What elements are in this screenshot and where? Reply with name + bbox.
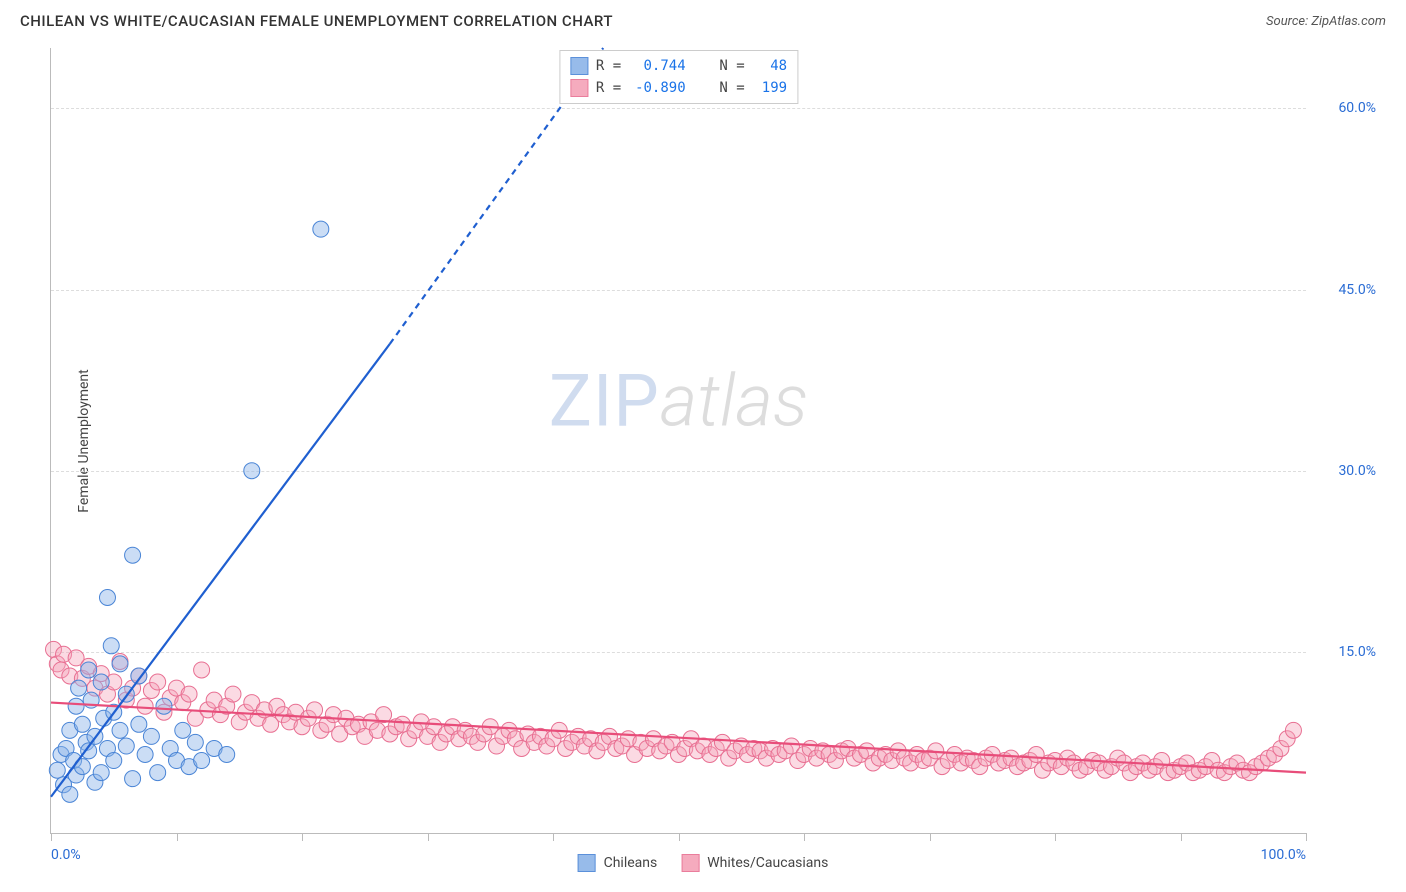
scatter-point <box>118 738 134 754</box>
scatter-point <box>181 686 197 702</box>
y-tick-label: 60.0% <box>1316 100 1376 116</box>
scatter-point <box>93 765 109 781</box>
scatter-point <box>106 753 122 769</box>
legend-item-b: Whites/Caucasians <box>681 854 828 872</box>
scatter-point <box>74 716 90 732</box>
legend-label-a: Chileans <box>604 855 658 871</box>
legend-row-a: R = 0.744 N = 48 <box>570 55 787 77</box>
scatter-point <box>68 698 84 714</box>
scatter-point <box>244 463 260 479</box>
scatter-point <box>112 722 128 738</box>
chart-title: CHILEAN VS WHITE/CAUCASIAN FEMALE UNEMPL… <box>20 12 613 30</box>
x-tick <box>1181 833 1182 841</box>
x-tick <box>302 833 303 841</box>
legend-swatch-b <box>570 79 588 97</box>
legend-stat-b: R = -0.890 N = 199 <box>596 80 787 96</box>
scatter-point <box>112 656 128 672</box>
scatter-point <box>93 674 109 690</box>
scatter-point <box>137 698 153 714</box>
x-tick <box>804 833 805 841</box>
x-tick <box>553 833 554 841</box>
chart-header: CHILEAN VS WHITE/CAUCASIAN FEMALE UNEMPL… <box>0 0 1406 38</box>
legend-label-b: Whites/Caucasians <box>707 855 828 871</box>
legend-item-a: Chileans <box>578 854 658 872</box>
legend-stat-a: R = 0.744 N = 48 <box>596 58 787 74</box>
x-tick <box>1055 833 1056 841</box>
scatter-point <box>194 662 210 678</box>
x-tick <box>679 833 680 841</box>
y-tick-label: 15.0% <box>1316 644 1376 660</box>
scatter-point <box>49 762 65 778</box>
x-tick-label: 0.0% <box>51 847 81 863</box>
x-tick <box>930 833 931 841</box>
scatter-point <box>1285 722 1301 738</box>
scatter-point <box>103 638 119 654</box>
scatter-point <box>62 786 78 802</box>
correlation-legend: R = 0.744 N = 48 R = -0.890 N = 199 <box>559 50 798 104</box>
scatter-point <box>187 734 203 750</box>
scatter-point <box>125 547 141 563</box>
scatter-point <box>175 722 191 738</box>
legend-swatch-a <box>570 57 588 75</box>
series-legend: Chileans Whites/Caucasians <box>578 854 829 872</box>
y-tick-label: 45.0% <box>1316 282 1376 298</box>
legend-bottom-swatch-a <box>578 854 596 872</box>
x-tick <box>51 833 52 841</box>
scatter-point <box>194 753 210 769</box>
scatter-point <box>99 590 115 606</box>
scatter-point <box>313 221 329 237</box>
scatter-point <box>225 686 241 702</box>
plot-svg <box>51 48 1306 833</box>
y-tick-label: 30.0% <box>1316 463 1376 479</box>
scatter-point <box>81 662 97 678</box>
scatter-point <box>125 771 141 787</box>
scatter-point <box>150 674 166 690</box>
scatter-point <box>131 716 147 732</box>
scatter-point <box>71 680 87 696</box>
x-tick <box>428 833 429 841</box>
legend-row-b: R = -0.890 N = 199 <box>570 77 787 99</box>
chart-source: Source: ZipAtlas.com <box>1266 14 1386 29</box>
scatter-point <box>150 765 166 781</box>
x-tick <box>1306 833 1307 841</box>
scatter-point <box>137 747 153 763</box>
plot-area: ZIPatlas R = 0.744 N = 48 R = -0.890 <box>50 48 1306 834</box>
x-tick-label: 100.0% <box>1261 847 1306 863</box>
x-tick <box>177 833 178 841</box>
chart-area: Female Unemployment ZIPatlas R = 0.744 N… <box>50 48 1386 834</box>
scatter-point <box>143 728 159 744</box>
scatter-point <box>156 698 172 714</box>
legend-bottom-swatch-b <box>681 854 699 872</box>
scatter-point <box>307 702 323 718</box>
scatter-point <box>219 747 235 763</box>
